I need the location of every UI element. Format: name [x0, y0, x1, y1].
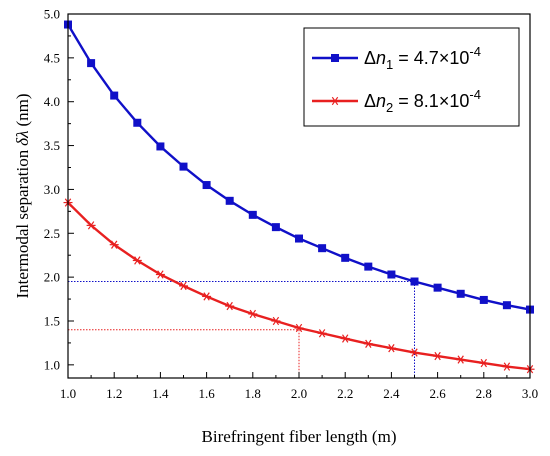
series-1-point	[271, 223, 280, 232]
series-2-point	[294, 323, 304, 333]
series-2-point	[109, 240, 119, 249]
series-1-point	[456, 289, 465, 298]
y-axis-label-symbol: δλ	[13, 131, 32, 146]
series-2-point	[179, 281, 188, 291]
series-1-point	[87, 59, 96, 68]
series-1-point	[156, 142, 165, 151]
series-group	[63, 20, 535, 374]
series-1-point	[387, 270, 396, 279]
x-tick-label: 1.6	[198, 386, 215, 401]
series-1-point	[248, 210, 257, 219]
axis-ticks: 1.0 1.2 1.4 1.6 1.8 2.0 2.2 2.4 2.6 2.8 3.0 1.0 1.5 2…	[44, 7, 538, 402]
series-1-point	[179, 162, 188, 171]
series-2-point	[363, 339, 373, 348]
x-tick-label: 1.8	[245, 386, 261, 401]
x-tick-label: 3.0	[522, 386, 538, 401]
series-2-point	[410, 348, 419, 357]
y-axis-label-main: Intermodal separation	[13, 149, 32, 298]
x-tick-label: 1.2	[106, 386, 122, 401]
y-tick-label: 3.5	[44, 138, 60, 153]
guide-lines	[68, 281, 415, 378]
legend-delta: Δ	[364, 91, 376, 111]
legend-equation: = 8.1×10	[393, 91, 469, 111]
x-tick-label: 2.6	[429, 386, 446, 401]
legend-superscript: -4	[469, 44, 481, 59]
y-tick-label: 1.0	[44, 357, 60, 372]
series-2-point	[202, 292, 212, 301]
y-tick-label: 1.5	[44, 313, 60, 328]
series-2-point	[433, 351, 443, 361]
x-tick-label: 2.2	[337, 386, 353, 401]
series-1-point	[502, 301, 511, 310]
y-tick-label: 3.0	[44, 182, 60, 197]
series-2-point	[271, 316, 281, 326]
legend-var: n	[376, 91, 386, 111]
series-2-point	[248, 309, 258, 319]
series-1-point	[341, 253, 350, 262]
y-tick-label: 4.5	[44, 50, 60, 65]
series-2-point	[317, 329, 327, 338]
series-2-point	[502, 362, 512, 371]
legend-marker-1	[331, 54, 339, 62]
legend-equation: = 4.7×10	[393, 48, 469, 68]
y-tick-label: 5.0	[44, 7, 60, 22]
series-2-point	[225, 301, 235, 311]
y-tick-label: 4.0	[44, 94, 60, 109]
series-1-point	[110, 91, 119, 100]
x-axis-label: Birefringent fiber length (m)	[202, 427, 397, 446]
y-tick-label: 2.0	[44, 270, 60, 285]
series-2-point	[132, 256, 142, 265]
y-axis-label: Intermodal separation δλ (nm)	[13, 93, 32, 298]
x-tick-label: 2.0	[291, 386, 307, 401]
series-1-point	[295, 234, 303, 243]
legend-box	[303, 27, 520, 127]
series-1-point	[133, 118, 142, 127]
x-tick-label: 1.4	[152, 386, 169, 401]
legend-delta: Δ	[364, 48, 376, 68]
legend-subscript: 2	[386, 100, 393, 115]
series-1-point	[479, 295, 488, 304]
legend-marker-2	[330, 96, 340, 106]
legend-label-2: Δn2 = 8.1×10-4	[364, 87, 481, 115]
series-2-point	[479, 358, 489, 368]
series-1-point	[318, 244, 327, 253]
x-tick-label: 2.8	[476, 386, 492, 401]
series-2-point	[155, 270, 165, 279]
x-tick-label: 1.0	[60, 386, 76, 401]
series-2-point	[456, 355, 466, 364]
series-1-point	[433, 283, 442, 292]
x-tick-label: 2.4	[383, 386, 400, 401]
series-1-point	[410, 277, 419, 286]
series-2-line	[67, 201, 531, 371]
y-tick-label: 2.5	[44, 226, 60, 241]
series-1-point	[364, 262, 373, 271]
legend-label-1: Δn1 = 4.7×10-4	[364, 44, 481, 72]
legend-superscript: -4	[469, 87, 481, 102]
y-axis-label-unit: (nm)	[13, 93, 32, 126]
series-1-point	[202, 181, 211, 190]
series-2-point	[86, 221, 96, 230]
series-2-point	[340, 334, 350, 343]
series-1-point	[225, 196, 234, 205]
legend-subscript: 1	[386, 57, 393, 72]
series-2-point	[386, 344, 396, 353]
legend-var: n	[376, 48, 386, 68]
